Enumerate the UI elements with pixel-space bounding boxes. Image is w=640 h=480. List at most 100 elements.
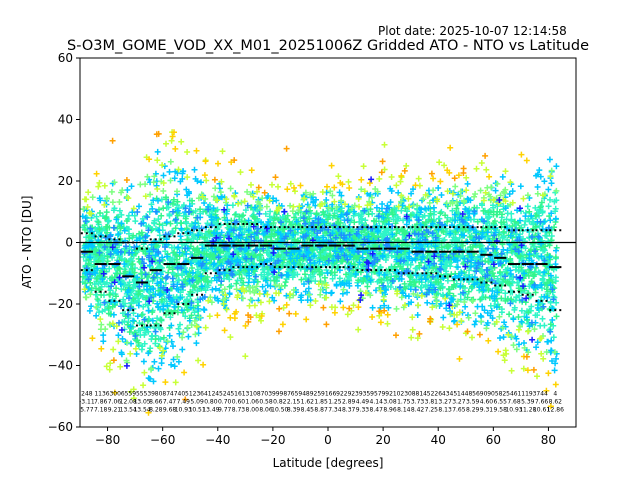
x-axis-label: Latitude [degrees]	[273, 456, 384, 470]
y-tick-label: 40	[58, 113, 73, 127]
bin-stat-counts: 0230	[397, 390, 412, 397]
bin-stat-means: 4.49	[356, 398, 370, 405]
chart-title: S-O3M_GOME_VOD_XX_M01_20251006Z Gridded …	[67, 38, 589, 54]
bin-stat-means: 8.66	[149, 398, 163, 405]
bin-stat-counts: 3006	[109, 390, 124, 397]
bin-stat-counts: 6594	[291, 390, 306, 397]
bin-stat-sds: 8.73	[232, 406, 246, 413]
x-tick-label: 20	[375, 433, 390, 447]
bin-stat-counts: 8925	[306, 390, 321, 397]
bin-stat-counts: 5123	[185, 390, 200, 397]
bin-stat-sds: 8.39	[287, 406, 301, 413]
bin-stat-sds: 9.21	[108, 406, 122, 413]
plot-date-label: Plot date: 2025-10-07 12:14:58	[378, 24, 567, 38]
bin-stat-means: 1.62	[301, 398, 315, 405]
bin-stat-sds: 8.13	[438, 406, 452, 413]
bin-stat-counts: 5595	[125, 390, 140, 397]
bin-stat-means: 4.60	[480, 398, 494, 405]
x-tick-label: 0	[324, 433, 332, 447]
y-axis-ticks: −60 −40 −20 0 20 40 60	[48, 51, 80, 434]
bin-stat-counts: 4524	[215, 390, 230, 397]
bin-stat-counts: 3744	[533, 390, 548, 397]
bin-stat-counts: 2393	[351, 390, 366, 397]
bin-stat-means: 3.27	[438, 398, 452, 405]
bin-stat-counts: 5539	[140, 390, 155, 397]
bin-stat-sds: 13.54	[133, 406, 150, 413]
statistics-overlay	[80, 223, 562, 327]
bin-statistics-text: 248 1136 3006 5595 5539 8087 4740 5123 6412 4524 5…	[79, 390, 564, 413]
bin-stat-means: 0.80	[204, 398, 218, 405]
bin-stat-sds: 11.28	[519, 406, 536, 413]
bin-stat-means: 7.06	[108, 398, 122, 405]
bin-stat-means: -3.11	[79, 398, 95, 405]
y-tick-label: −60	[48, 420, 73, 434]
bin-stat-counts: 4345	[442, 390, 457, 397]
bin-stat-counts: 9921	[381, 390, 396, 397]
x-tick-label: −20	[260, 433, 285, 447]
bin-stat-means: 3.08	[383, 398, 397, 405]
bin-stat-sds: 7.25	[425, 406, 439, 413]
bin-stat-sds: 13.54	[120, 406, 137, 413]
bin-stat-sds: 8.29	[466, 406, 480, 413]
bin-stat-counts: 9987	[276, 390, 291, 397]
bin-stat-counts: 4740	[170, 390, 185, 397]
bin-stat-means: 0.58	[259, 398, 273, 405]
point-group-5	[89, 129, 559, 416]
bin-stat-sds: 9.77	[218, 406, 232, 413]
bin-stat-counts: 8814	[412, 390, 427, 397]
y-tick-label: 20	[58, 174, 73, 188]
bin-stat-means: 12.08	[120, 398, 137, 405]
bin-stat-means: 13.05	[133, 398, 150, 405]
bin-stat-counts: 1119	[517, 390, 532, 397]
bin-stat-means: 1.85	[314, 398, 328, 405]
bin-stat-counts: 6412	[200, 390, 215, 397]
bin-stat-sds: 8.14	[397, 406, 411, 413]
bin-stat-counts: 1448	[457, 390, 472, 397]
bin-stat-counts: 7039	[261, 390, 276, 397]
bin-stat-means: 3.27	[452, 398, 466, 405]
y-tick-label: 0	[65, 236, 73, 250]
bin-stat-counts: 5226	[427, 390, 442, 397]
bin-stat-means: 5.39	[521, 398, 535, 405]
bin-stat-counts: 4	[553, 390, 557, 397]
bin-stat-means: 7.49	[177, 398, 191, 405]
x-axis-ticks: −80 −60 −40 −20 0 20 40 60 80	[95, 427, 556, 447]
bin-stat-means: 3.59	[466, 398, 480, 405]
bin-stat-sds: 10.51	[189, 406, 206, 413]
bin-stat-means: 2.15	[287, 398, 301, 405]
bin-stat-means: 1.06	[246, 398, 260, 405]
bin-stat-sds: 5.77	[80, 406, 94, 413]
bin-stat-sds: 7.18	[94, 406, 108, 413]
bin-stat-sds: 7.34	[328, 406, 342, 413]
bin-stat-counts: 9229	[336, 390, 351, 397]
bin-stat-counts: 8087	[155, 390, 170, 397]
bin-stat-counts: 9058	[487, 390, 502, 397]
bin-stat-means: 7.66	[535, 398, 549, 405]
bin-stat-sds: 8.45	[301, 406, 315, 413]
bin-stat-means: 0.60	[232, 398, 246, 405]
bin-stat-means: 3.81	[425, 398, 439, 405]
bin-stat-means: 2.89	[342, 398, 356, 405]
bin-stat-sds: 7.65	[452, 406, 466, 413]
bin-stat-sds: 8.28	[149, 406, 163, 413]
bin-stat-counts: 2546	[502, 390, 517, 397]
point-group-3	[80, 158, 560, 373]
bin-stat-means: 0.82	[273, 398, 287, 405]
y-tick-label: −40	[48, 359, 73, 373]
bin-stat-sds: 8.37	[342, 406, 356, 413]
x-tick-label: 80	[541, 433, 556, 447]
x-tick-label: 60	[486, 433, 501, 447]
bin-stat-sds: 8.00	[246, 406, 260, 413]
point-group-4	[81, 129, 554, 402]
bin-stat-sds: 10.93	[175, 406, 192, 413]
bin-stat-counts: 1136	[94, 390, 109, 397]
bin-stat-sds: 8.06	[259, 406, 273, 413]
bin-stat-counts: 3108	[245, 390, 260, 397]
y-tick-label: 60	[58, 51, 73, 65]
x-tick-label: −40	[205, 433, 230, 447]
bin-stat-sds: 8.96	[383, 406, 397, 413]
bin-stat-sds: 9.68	[163, 406, 177, 413]
bin-stat-counts: 5957	[366, 390, 381, 397]
bin-stat-sds: 9.31	[480, 406, 494, 413]
bin-stat-counts: 5161	[230, 390, 245, 397]
